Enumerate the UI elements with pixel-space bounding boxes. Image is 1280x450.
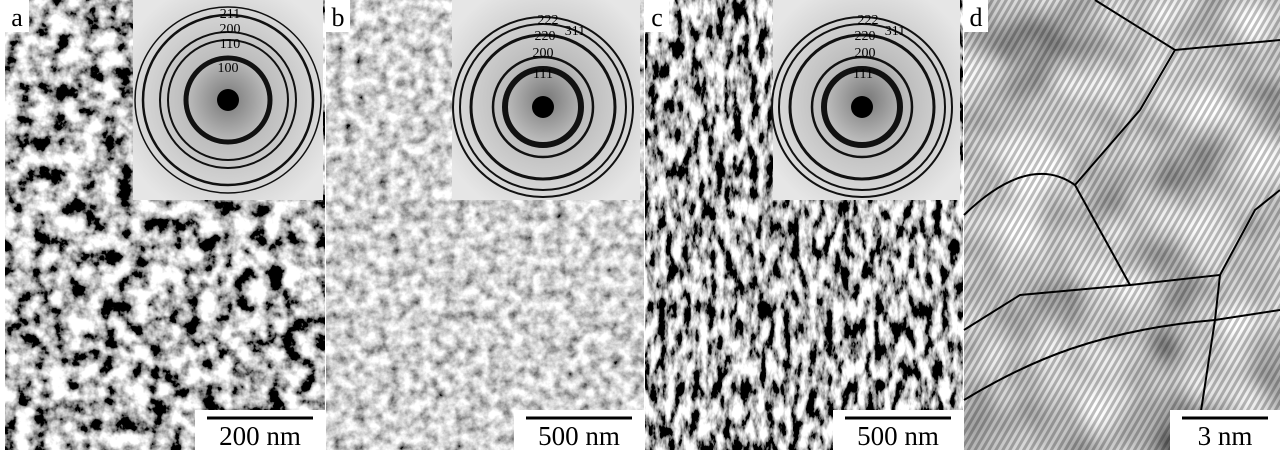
central-spot [851, 96, 873, 118]
ring-index-label: 222 [858, 13, 879, 28]
ring-index-label: 111 [853, 67, 873, 82]
figure: 211200110100a200 nm222311220200111b500 n… [0, 0, 1280, 450]
panel-label: b [332, 3, 345, 32]
central-spot [217, 89, 239, 111]
ring-index-label: 311 [565, 24, 585, 39]
ring-index-label: 100 [218, 61, 239, 76]
panel-label: c [651, 3, 663, 32]
ring-index-label: 220 [855, 29, 876, 44]
panel-label: a [11, 3, 23, 32]
scale-bar-label: 3 nm [1198, 421, 1253, 450]
ring-index-label: 200 [855, 46, 876, 61]
ring-index-label: 222 [538, 13, 559, 28]
scale-bar-label: 500 nm [538, 421, 620, 450]
central-spot [532, 96, 554, 118]
ring-index-label: 111 [533, 67, 553, 82]
ring-index-label: 110 [220, 37, 240, 52]
ring-index-label: 211 [220, 7, 240, 22]
ring-index-label: 311 [885, 24, 905, 39]
scale-bar-label: 200 nm [219, 421, 301, 450]
scale-bar-label: 500 nm [857, 421, 939, 450]
ring-index-label: 200 [220, 22, 241, 37]
hrtem-image-d [964, 0, 1280, 450]
ring-index-label: 220 [535, 29, 556, 44]
ring-index-label: 200 [533, 46, 554, 61]
panel-label: d [970, 3, 983, 32]
